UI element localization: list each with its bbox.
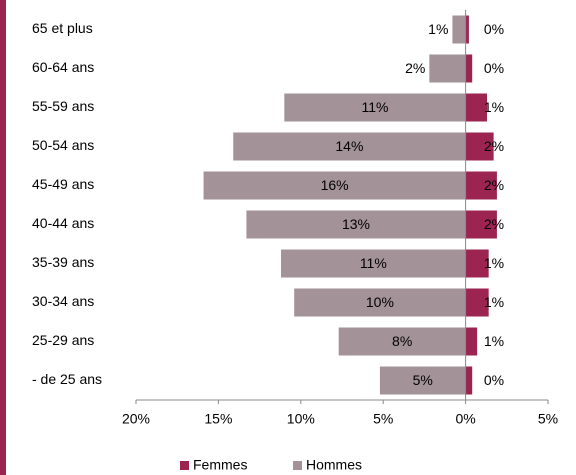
bar (379, 366, 466, 395)
bar (465, 366, 473, 395)
value-label: 0% (484, 372, 504, 388)
x-tick-label: 5% (373, 411, 393, 427)
bar (246, 210, 466, 239)
y-tick-label: 30-34 ans (32, 293, 94, 309)
bar (452, 15, 466, 44)
x-tick-label: 5% (538, 411, 558, 427)
legend-label: Hommes (306, 457, 362, 473)
value-label: 1% (484, 255, 504, 271)
value-label: 13% (342, 216, 370, 232)
bar (294, 288, 466, 317)
value-label: 2% (405, 60, 425, 76)
y-tick-label: 65 et plus (32, 20, 93, 36)
value-label: 0% (484, 21, 504, 37)
bar (429, 54, 466, 83)
legend-swatch (180, 461, 189, 470)
value-label: 1% (484, 99, 504, 115)
y-tick-label: 35-39 ans (32, 254, 94, 270)
y-tick-label: 50-54 ans (32, 137, 94, 153)
bar (338, 327, 466, 356)
value-label: 0% (484, 60, 504, 76)
value-label: 2% (484, 216, 504, 232)
value-label: 14% (335, 138, 363, 154)
value-label: 11% (361, 99, 388, 115)
value-label: 2% (484, 177, 504, 193)
bar (465, 288, 489, 317)
side-stripe (0, 0, 6, 475)
value-label: 2% (484, 138, 504, 154)
bar (465, 210, 497, 239)
y-tick-label: 45-49 ans (32, 176, 94, 192)
value-label: 8% (392, 333, 412, 349)
bar (465, 93, 488, 122)
bar (465, 327, 478, 356)
value-label: 16% (321, 177, 349, 193)
bar (465, 249, 489, 278)
value-label: 1% (484, 294, 504, 310)
value-label: 10% (366, 294, 394, 310)
bar (203, 171, 466, 200)
x-tick-label: 20% (122, 411, 150, 427)
bar (465, 132, 494, 161)
y-tick-label: 25-29 ans (32, 332, 94, 348)
bar (465, 15, 469, 44)
bar (284, 93, 466, 122)
x-tick-label: 0% (455, 411, 475, 427)
y-tick-label: 40-44 ans (32, 215, 94, 231)
y-tick-label: 55-59 ans (32, 98, 94, 114)
y-tick-label: 60-64 ans (32, 59, 94, 75)
value-label: 11% (360, 255, 387, 271)
x-tick-label: 10% (287, 411, 315, 427)
legend-label: Femmes (193, 457, 247, 473)
bar (281, 249, 466, 278)
bar (233, 132, 466, 161)
value-label: 1% (484, 333, 504, 349)
bar (465, 54, 473, 83)
x-tick-label: 15% (204, 411, 232, 427)
legend-swatch (293, 461, 302, 470)
bar (465, 171, 497, 200)
y-tick-label: - de 25 ans (32, 371, 102, 387)
value-label: 1% (428, 21, 448, 37)
value-label: 5% (413, 372, 433, 388)
